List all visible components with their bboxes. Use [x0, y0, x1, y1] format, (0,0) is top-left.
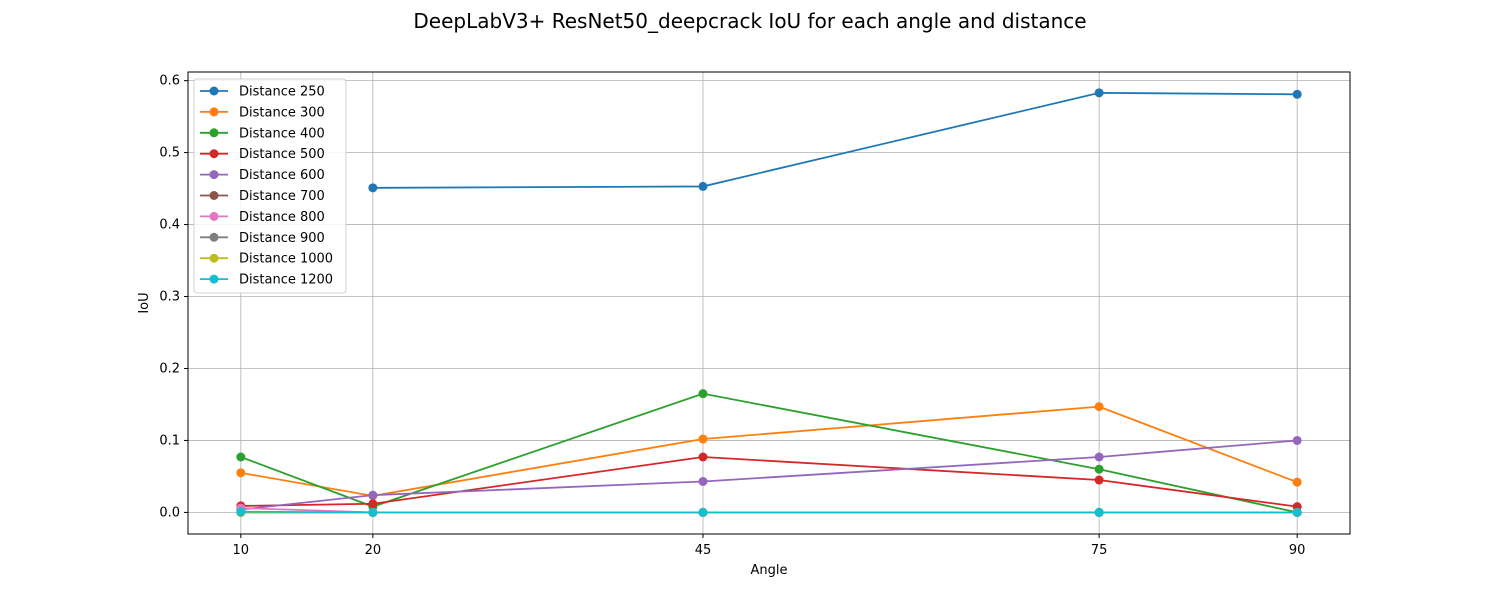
data-point [698, 434, 708, 444]
legend-label: Distance 300 [239, 105, 325, 120]
data-point [1094, 507, 1104, 517]
x-tick-label: 20 [365, 543, 382, 558]
y-tick-label: 0.2 [159, 361, 180, 376]
data-point [1094, 452, 1104, 462]
y-tick-label: 0.5 [159, 146, 180, 161]
y-tick-label: 0.1 [159, 433, 180, 448]
series-distance-250 [368, 88, 1302, 193]
series-distance-600 [236, 435, 1302, 515]
series-line [240, 456, 1298, 508]
legend-item: Distance 700 [200, 189, 325, 204]
series-line [372, 91, 1298, 189]
legend-swatch-marker [209, 211, 219, 221]
legend-item: Distance 1200 [200, 273, 333, 288]
data-point [368, 490, 378, 500]
legend-label: Distance 400 [239, 126, 325, 141]
legend-label: Distance 900 [239, 231, 325, 246]
data-point [368, 183, 378, 193]
series-lines [236, 88, 1302, 517]
series-line [240, 405, 1298, 497]
series-line [240, 510, 1298, 514]
data-point [236, 468, 246, 478]
x-tick-label: 75 [1091, 543, 1108, 558]
legend-item: Distance 800 [200, 210, 325, 225]
data-point [236, 507, 246, 517]
data-point [368, 499, 378, 509]
legend-label: Distance 250 [239, 85, 325, 100]
legend-swatch-marker [209, 274, 219, 284]
legend-label: Distance 700 [239, 189, 325, 204]
legend-label: Distance 1000 [239, 252, 333, 267]
legend: Distance 250 Distance 300 Distance 400 Dist… [193, 78, 347, 294]
legend-item: Distance 400 [200, 126, 325, 141]
data-point [698, 389, 708, 399]
legend-label: Distance 800 [239, 210, 325, 225]
data-point [1094, 475, 1104, 485]
data-point [236, 452, 246, 462]
legend-swatch-marker [209, 232, 219, 242]
legend-swatch-marker [209, 128, 219, 138]
data-point [1292, 89, 1302, 99]
data-point [1094, 402, 1104, 412]
y-tick-label: 0.6 [159, 74, 180, 89]
series-distance-300 [236, 402, 1302, 501]
plot-frame [187, 71, 1351, 535]
legend-item: Distance 500 [200, 147, 325, 162]
x-tick-label: 10 [233, 543, 250, 558]
x-tick-label: 90 [1289, 543, 1306, 558]
series-distance-800 [236, 503, 1302, 517]
legend-item: Distance 600 [200, 168, 325, 183]
legend-swatch-marker [209, 253, 219, 263]
legend-swatch-marker [209, 149, 219, 159]
y-tick-label: 0.0 [159, 505, 180, 520]
data-point [698, 507, 708, 517]
series-distance-1200 [236, 507, 1302, 517]
data-point [1094, 88, 1104, 98]
legend-item: Distance 1000 [200, 252, 333, 267]
data-point [1094, 464, 1104, 474]
legend-swatch-marker [209, 191, 219, 200]
legend-label: Distance 500 [239, 147, 325, 162]
chart-title: DeepLabV3+ ResNet50_deepcrack IoU for ea… [413, 9, 1086, 33]
legend-swatch-marker [209, 86, 219, 96]
data-point [698, 181, 708, 191]
series-distance-500 [236, 452, 1302, 512]
legend-swatch-marker [209, 170, 219, 180]
data-point [1292, 435, 1302, 445]
axis-ticks: 10 20 45 75 90 0.0 0.1 0.2 0.3 0.4 0.5 0.6 [159, 74, 1305, 558]
legend-label: Distance 1200 [239, 273, 333, 288]
legend-box [193, 78, 347, 294]
legend-label: Distance 600 [239, 168, 325, 183]
grid-lines [188, 72, 1350, 534]
data-point [698, 452, 708, 462]
data-point [698, 476, 708, 486]
legend-swatch-marker [209, 107, 219, 117]
x-axis-label: Angle [751, 563, 788, 578]
legend-item: Distance 900 [200, 231, 325, 246]
legend-item: Distance 250 [200, 85, 325, 100]
data-point [1292, 507, 1302, 517]
data-point [1292, 477, 1302, 487]
y-tick-label: 0.4 [159, 218, 180, 233]
data-point [368, 507, 378, 517]
y-axis-label: IoU [137, 292, 152, 313]
legend-item: Distance 300 [200, 105, 325, 120]
y-tick-label: 0.3 [159, 290, 180, 305]
x-tick-label: 45 [695, 543, 712, 558]
